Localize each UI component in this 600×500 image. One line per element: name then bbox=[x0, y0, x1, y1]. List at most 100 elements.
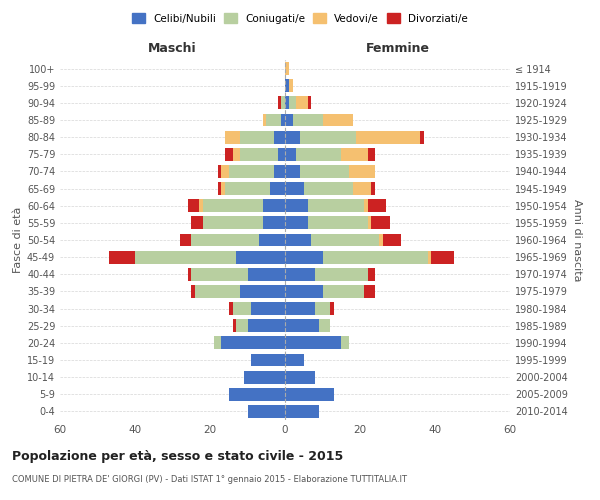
Bar bbox=[263, 200, 285, 212]
Bar bbox=[218, 165, 221, 178]
Bar bbox=[367, 200, 386, 212]
Bar bbox=[229, 302, 233, 315]
Text: COMUNE DI PIETRA DE' GIORGI (PV) - Dati ISTAT 1° gennaio 2015 - Elaborazione TUT: COMUNE DI PIETRA DE' GIORGI (PV) - Dati … bbox=[12, 475, 407, 484]
Bar bbox=[315, 268, 367, 280]
Bar bbox=[191, 216, 203, 230]
Bar bbox=[285, 200, 308, 212]
Bar bbox=[285, 405, 319, 418]
Bar bbox=[285, 165, 300, 178]
Bar bbox=[285, 216, 308, 230]
Bar bbox=[367, 268, 375, 280]
Bar bbox=[274, 165, 285, 178]
Bar bbox=[195, 285, 240, 298]
Bar bbox=[353, 182, 371, 195]
Bar bbox=[285, 114, 293, 126]
Bar bbox=[233, 320, 236, 332]
Bar bbox=[240, 130, 274, 143]
Bar bbox=[248, 320, 285, 332]
Bar bbox=[259, 234, 285, 246]
Bar bbox=[304, 182, 353, 195]
Bar bbox=[285, 148, 296, 160]
Bar bbox=[187, 200, 199, 212]
Bar bbox=[356, 130, 420, 143]
Bar bbox=[229, 165, 274, 178]
Bar bbox=[244, 370, 285, 384]
Bar bbox=[285, 354, 304, 366]
Bar bbox=[187, 268, 191, 280]
Bar bbox=[240, 148, 277, 160]
Bar bbox=[293, 114, 323, 126]
Bar bbox=[323, 114, 353, 126]
Bar bbox=[199, 200, 203, 212]
Bar bbox=[285, 388, 334, 400]
Bar bbox=[323, 285, 364, 298]
Text: Maschi: Maschi bbox=[148, 42, 197, 55]
Bar bbox=[248, 268, 285, 280]
Bar bbox=[341, 148, 367, 160]
Bar bbox=[367, 216, 371, 230]
Bar bbox=[225, 130, 240, 143]
Bar bbox=[323, 250, 427, 264]
Bar bbox=[285, 370, 315, 384]
Bar bbox=[266, 114, 281, 126]
Bar bbox=[285, 250, 323, 264]
Bar bbox=[218, 182, 221, 195]
Bar bbox=[191, 234, 259, 246]
Bar bbox=[225, 182, 270, 195]
Bar bbox=[285, 96, 289, 110]
Bar bbox=[263, 114, 266, 126]
Bar bbox=[319, 320, 330, 332]
Bar bbox=[315, 302, 330, 315]
Bar bbox=[427, 250, 431, 264]
Text: Popolazione per età, sesso e stato civile - 2015: Popolazione per età, sesso e stato civil… bbox=[12, 450, 343, 463]
Bar bbox=[367, 148, 375, 160]
Bar bbox=[191, 268, 248, 280]
Bar bbox=[251, 302, 285, 315]
Bar bbox=[221, 182, 225, 195]
Y-axis label: Fasce di età: Fasce di età bbox=[13, 207, 23, 273]
Bar bbox=[308, 96, 311, 110]
Bar bbox=[240, 285, 285, 298]
Bar bbox=[233, 148, 240, 160]
Bar bbox=[379, 234, 383, 246]
Bar bbox=[203, 200, 263, 212]
Bar bbox=[371, 216, 390, 230]
Bar bbox=[341, 336, 349, 349]
Bar bbox=[229, 388, 285, 400]
Bar bbox=[296, 148, 341, 160]
Bar bbox=[285, 182, 304, 195]
Bar bbox=[281, 96, 285, 110]
Bar bbox=[285, 80, 289, 92]
Bar bbox=[233, 302, 251, 315]
Bar bbox=[263, 216, 285, 230]
Bar bbox=[251, 354, 285, 366]
Bar bbox=[191, 285, 195, 298]
Bar bbox=[300, 165, 349, 178]
Bar bbox=[221, 336, 285, 349]
Bar bbox=[296, 96, 308, 110]
Bar bbox=[285, 336, 341, 349]
Bar bbox=[285, 285, 323, 298]
Bar bbox=[214, 336, 221, 349]
Bar bbox=[308, 216, 367, 230]
Bar bbox=[277, 96, 281, 110]
Bar bbox=[420, 130, 424, 143]
Bar bbox=[277, 148, 285, 160]
Bar bbox=[270, 182, 285, 195]
Legend: Celibi/Nubili, Coniugati/e, Vedovi/e, Divorziati/e: Celibi/Nubili, Coniugati/e, Vedovi/e, Di… bbox=[129, 10, 471, 26]
Bar bbox=[285, 302, 315, 315]
Bar bbox=[203, 216, 263, 230]
Bar bbox=[289, 80, 293, 92]
Bar bbox=[236, 320, 248, 332]
Bar bbox=[364, 200, 367, 212]
Bar bbox=[285, 268, 315, 280]
Bar bbox=[330, 302, 334, 315]
Bar bbox=[431, 250, 454, 264]
Bar bbox=[180, 234, 191, 246]
Bar bbox=[109, 250, 135, 264]
Bar bbox=[289, 96, 296, 110]
Bar bbox=[135, 250, 236, 264]
Bar bbox=[248, 405, 285, 418]
Bar bbox=[285, 62, 289, 75]
Bar bbox=[308, 200, 364, 212]
